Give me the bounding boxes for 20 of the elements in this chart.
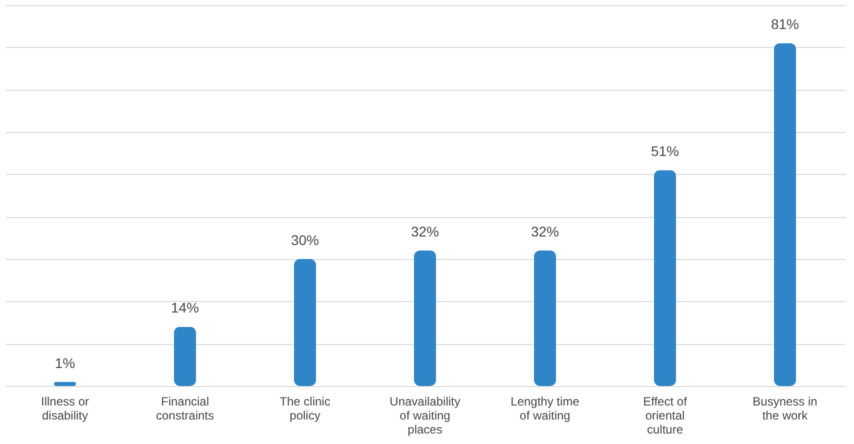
data-label: 30% [290,232,320,248]
x-tick-label: Unavailability of waiting places [390,394,460,436]
data-label: 32% [410,224,440,240]
bar [174,326,196,386]
data-label: 1% [54,354,76,371]
data-label: 32% [530,224,560,240]
x-tick-label: Lengthy time of waiting [510,394,580,422]
bar [774,43,796,386]
data-label: 51% [650,143,680,160]
x-tick-label: Financial constraints [156,394,214,422]
x-tick-label: Effect of oriental culture [643,394,688,436]
bar [414,250,436,386]
x-tick-label: The clinic policy [280,394,330,422]
data-label: 14% [170,300,200,316]
x-tick-label: Busyness in the work [752,394,818,422]
bar [654,170,676,386]
x-tick-label: Illness or disability [40,394,90,422]
data-label: 81% [770,16,800,32]
bar [294,259,316,386]
bar [534,250,556,386]
